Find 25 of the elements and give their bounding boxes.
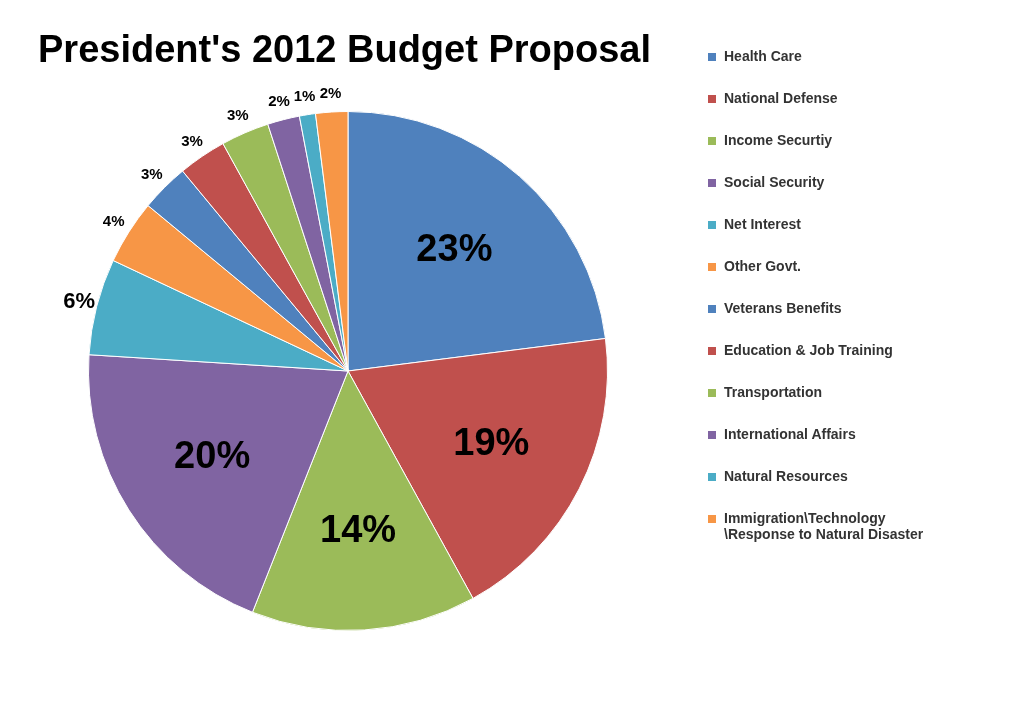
- data-label: 20%: [174, 433, 251, 476]
- legend-label: Net Interest: [724, 216, 802, 232]
- legend-label: Natural Resources: [724, 468, 848, 484]
- legend-label: Social Security: [724, 174, 825, 190]
- legend-label: Veterans Benefits: [724, 300, 842, 316]
- data-label: 23%: [416, 226, 493, 269]
- data-label: 3%: [181, 131, 203, 149]
- data-label: 6%: [63, 288, 96, 314]
- legend-label: Income Securtiy: [724, 132, 833, 148]
- legend-label: Other Govt.: [724, 258, 802, 274]
- legend-label: International Affairs: [724, 426, 856, 442]
- data-label: 3%: [140, 164, 163, 182]
- data-label: 1%: [293, 87, 316, 105]
- legend-label: Education & Job Training: [724, 342, 893, 358]
- data-label: 2%: [268, 92, 290, 110]
- data-label: 2%: [319, 84, 342, 102]
- data-label: 3%: [226, 106, 249, 124]
- data-label: 14%: [320, 508, 397, 551]
- legend-label: National Defense: [724, 90, 838, 106]
- chart-title: President's 2012 Budget Proposal: [37, 27, 652, 71]
- data-label: 19%: [453, 420, 530, 463]
- data-label: 4%: [102, 212, 125, 230]
- legend-label: Health Care: [724, 48, 802, 64]
- legend-label: Immigration\Technology\Response to Natural Disaster: [724, 510, 925, 542]
- legend-label: Transportation: [724, 384, 823, 400]
